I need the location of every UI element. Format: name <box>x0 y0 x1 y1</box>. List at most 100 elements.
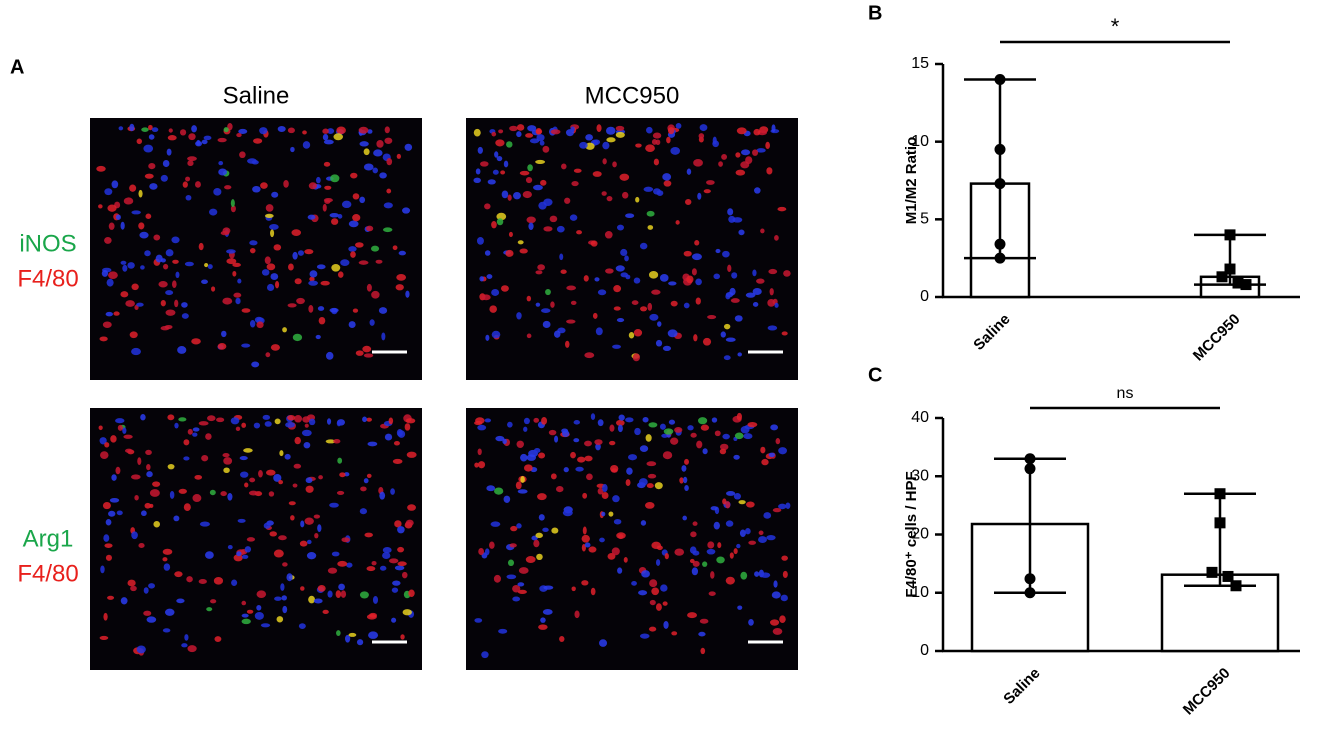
cell <box>733 548 738 555</box>
cell <box>536 129 543 135</box>
cell <box>163 563 171 571</box>
cell <box>406 451 417 458</box>
cell <box>646 210 655 217</box>
cell <box>304 249 314 255</box>
cell <box>191 338 201 345</box>
cell <box>602 484 608 493</box>
cell <box>103 534 110 542</box>
cell <box>616 224 625 231</box>
cell <box>640 520 647 526</box>
cell <box>198 579 207 584</box>
cell <box>392 245 398 251</box>
cell <box>286 573 293 582</box>
cell <box>727 208 734 216</box>
cell <box>302 141 311 149</box>
cell <box>606 137 616 143</box>
cell <box>486 485 496 492</box>
y-tick-label: 10 <box>911 133 929 150</box>
cell <box>160 326 170 331</box>
cell <box>308 595 316 604</box>
cell <box>307 214 316 220</box>
cell <box>774 235 779 241</box>
cell <box>667 127 675 135</box>
cell <box>296 297 305 305</box>
cell <box>218 161 224 166</box>
cell <box>663 428 674 435</box>
cell <box>491 221 497 229</box>
cell <box>171 280 177 289</box>
cell <box>736 412 742 421</box>
cell <box>615 131 625 138</box>
cell <box>274 596 282 601</box>
cell <box>700 647 706 655</box>
cell <box>588 546 597 553</box>
cell <box>199 521 210 527</box>
cell <box>130 585 137 592</box>
cell <box>278 480 284 485</box>
cell <box>384 126 390 134</box>
cell <box>308 418 316 426</box>
cell <box>533 184 543 191</box>
cell <box>379 565 387 571</box>
cell <box>698 133 705 139</box>
cell <box>300 586 305 591</box>
cell <box>608 440 616 446</box>
cell <box>679 477 684 484</box>
cell <box>350 172 358 179</box>
cell <box>324 185 332 190</box>
data-point <box>1240 279 1252 291</box>
cell <box>590 413 596 420</box>
cell <box>243 448 253 453</box>
cell <box>647 302 653 311</box>
cell <box>183 439 190 446</box>
cell <box>592 139 601 145</box>
cell <box>391 617 397 623</box>
cell <box>232 270 237 277</box>
cell <box>573 168 582 173</box>
cell <box>716 556 725 564</box>
cell <box>574 610 580 619</box>
cell <box>686 168 692 175</box>
cell <box>287 415 296 421</box>
cell <box>378 307 388 314</box>
cell <box>120 291 129 298</box>
cell <box>607 553 616 560</box>
cell <box>216 417 225 423</box>
cell <box>108 271 118 279</box>
cell <box>146 471 153 478</box>
cell <box>282 327 287 333</box>
cell <box>336 630 341 637</box>
cell <box>516 131 522 138</box>
cell <box>239 456 248 461</box>
cell <box>177 346 187 354</box>
cell <box>548 429 557 436</box>
cell <box>738 500 746 505</box>
cell <box>662 345 672 351</box>
cell <box>585 134 593 141</box>
cell <box>772 507 782 513</box>
cell <box>571 181 579 187</box>
cell <box>551 527 559 534</box>
cell <box>306 539 312 545</box>
cell <box>569 214 578 221</box>
cell <box>338 583 345 591</box>
cell <box>195 140 203 147</box>
cell <box>582 526 587 535</box>
cell <box>740 149 751 156</box>
cell <box>176 598 185 604</box>
cell <box>269 223 279 230</box>
cell <box>315 176 321 184</box>
cell <box>292 251 298 260</box>
cell <box>542 320 551 329</box>
cell <box>282 562 288 567</box>
cell <box>102 321 112 328</box>
cell <box>131 347 141 356</box>
cell <box>739 529 746 538</box>
cell <box>775 438 781 445</box>
cell <box>298 623 306 629</box>
cell <box>638 478 648 486</box>
cell <box>260 182 268 189</box>
cell <box>355 242 364 248</box>
cell <box>565 340 570 348</box>
cell <box>324 199 331 204</box>
